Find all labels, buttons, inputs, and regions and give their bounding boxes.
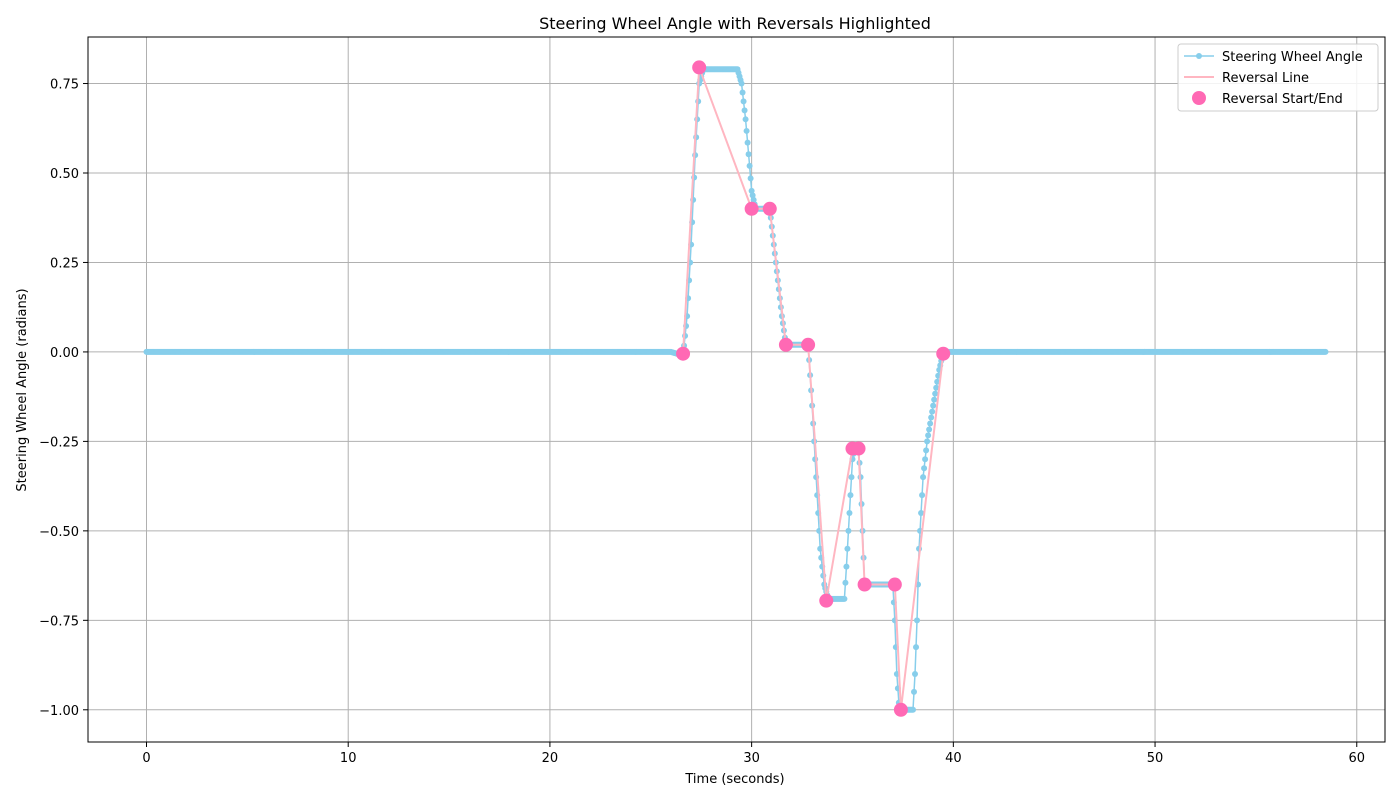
steering-angle-point — [846, 509, 853, 516]
steering-angle-point — [923, 447, 930, 454]
grid — [88, 37, 1385, 742]
y-axis-title: Steering Wheel Angle (radians) — [15, 288, 30, 491]
reversal-point — [819, 593, 834, 608]
steering-angle-point — [927, 420, 934, 427]
x-tick-label: 10 — [340, 751, 357, 766]
steering-angle-point — [848, 474, 855, 481]
reversal-point — [692, 60, 707, 75]
y-tick-label: 0.50 — [50, 167, 79, 182]
series-layer — [143, 60, 1329, 717]
reversal-point — [936, 346, 951, 361]
steering-angle-point — [1322, 348, 1329, 355]
steering-angle-point — [911, 688, 918, 695]
reversal-point — [851, 441, 866, 456]
steering-angle-point — [745, 151, 752, 158]
steering-angle-point — [920, 474, 927, 481]
steering-angle-point — [746, 162, 753, 169]
legend: Steering Wheel Angle Reversal Line Reversa… — [1177, 43, 1379, 112]
steering-angle-point — [919, 492, 926, 499]
steering-angle-point — [750, 196, 757, 203]
steering-angle-point — [921, 465, 928, 472]
y-tick-label: −1.00 — [39, 704, 79, 719]
steering-angle-point — [933, 384, 940, 391]
y-tick-label: −0.75 — [39, 614, 79, 629]
steering-angle-point — [742, 116, 749, 123]
x-tick-label: 20 — [542, 751, 559, 766]
steering-angle-point — [922, 456, 929, 463]
steering-angle-point — [843, 563, 850, 570]
steering-angle-point — [741, 107, 748, 114]
legend-label: Reversal Start/End — [1222, 92, 1343, 107]
steering-angle-point — [924, 438, 931, 445]
legend-box — [1177, 43, 1379, 112]
steering-angle-point — [926, 426, 933, 433]
steering-angle-point — [912, 671, 919, 678]
steering-angle-point — [929, 408, 936, 415]
steering-angle-point — [842, 579, 849, 586]
x-tick-label: 50 — [1147, 751, 1164, 766]
y-tick-label: −0.50 — [39, 525, 79, 540]
chart-title: Steering Wheel Angle with Reversals High… — [539, 14, 931, 33]
steering-angle-point — [925, 432, 932, 439]
reversal-point — [676, 346, 691, 361]
steering-angle-point — [845, 527, 852, 534]
x-tick-label: 0 — [142, 751, 150, 766]
steering-angle-point — [909, 706, 916, 713]
reversal-point — [801, 337, 816, 352]
reversal-point — [744, 201, 759, 216]
x-axis-title: Time (seconds) — [684, 772, 784, 787]
steering-angle-point — [748, 187, 755, 194]
plot-area — [143, 60, 1329, 717]
series-reversal-points — [676, 60, 951, 717]
y-tick-label: 0.75 — [50, 78, 79, 93]
steering-angle-point — [738, 80, 745, 87]
steering-angle-point — [931, 396, 938, 403]
steering-angle-point — [847, 492, 854, 499]
steering-angle-point — [928, 414, 935, 421]
steering-angle-point — [932, 390, 939, 397]
reversal-point — [887, 577, 902, 592]
x-axis: 0 10 20 30 40 50 60 — [142, 742, 1365, 766]
legend-label: Reversal Line — [1222, 71, 1309, 86]
steering-angle-point — [930, 402, 937, 409]
steering-angle-point — [749, 192, 756, 199]
steering-angle-point — [743, 127, 750, 134]
series-steering-angle-markers — [143, 66, 1329, 713]
steering-angle-point — [841, 595, 848, 602]
steering-angle-point — [914, 617, 921, 624]
plot-frame — [87, 36, 1386, 743]
steering-angle-point — [918, 509, 925, 516]
x-tick-label: 60 — [1348, 751, 1365, 766]
steering-angle-point — [740, 98, 747, 105]
reversal-point — [857, 577, 872, 592]
x-tick-label: 40 — [945, 751, 962, 766]
steering-angle-point — [934, 378, 941, 385]
legend-label: Steering Wheel Angle — [1222, 50, 1363, 65]
legend-marker-steering-angle — [1196, 53, 1202, 59]
steering-angle-point — [747, 175, 754, 182]
y-tick-label: −0.25 — [39, 435, 79, 450]
y-tick-label: 0.25 — [50, 256, 79, 271]
steering-angle-point — [844, 545, 851, 552]
legend-swatch-reversal-points — [1192, 91, 1206, 105]
steering-angle-point — [739, 89, 746, 96]
x-tick-label: 30 — [743, 751, 760, 766]
y-tick-label: 0.00 — [50, 346, 79, 361]
steering-angle-point — [913, 644, 920, 651]
reversal-point — [778, 337, 793, 352]
y-axis: −1.00 −0.75 −0.50 −0.25 0.00 0.25 0.50 0.75 — [39, 78, 88, 719]
reversal-point — [762, 201, 777, 216]
reversal-point — [893, 702, 908, 717]
steering-angle-point — [744, 139, 751, 146]
